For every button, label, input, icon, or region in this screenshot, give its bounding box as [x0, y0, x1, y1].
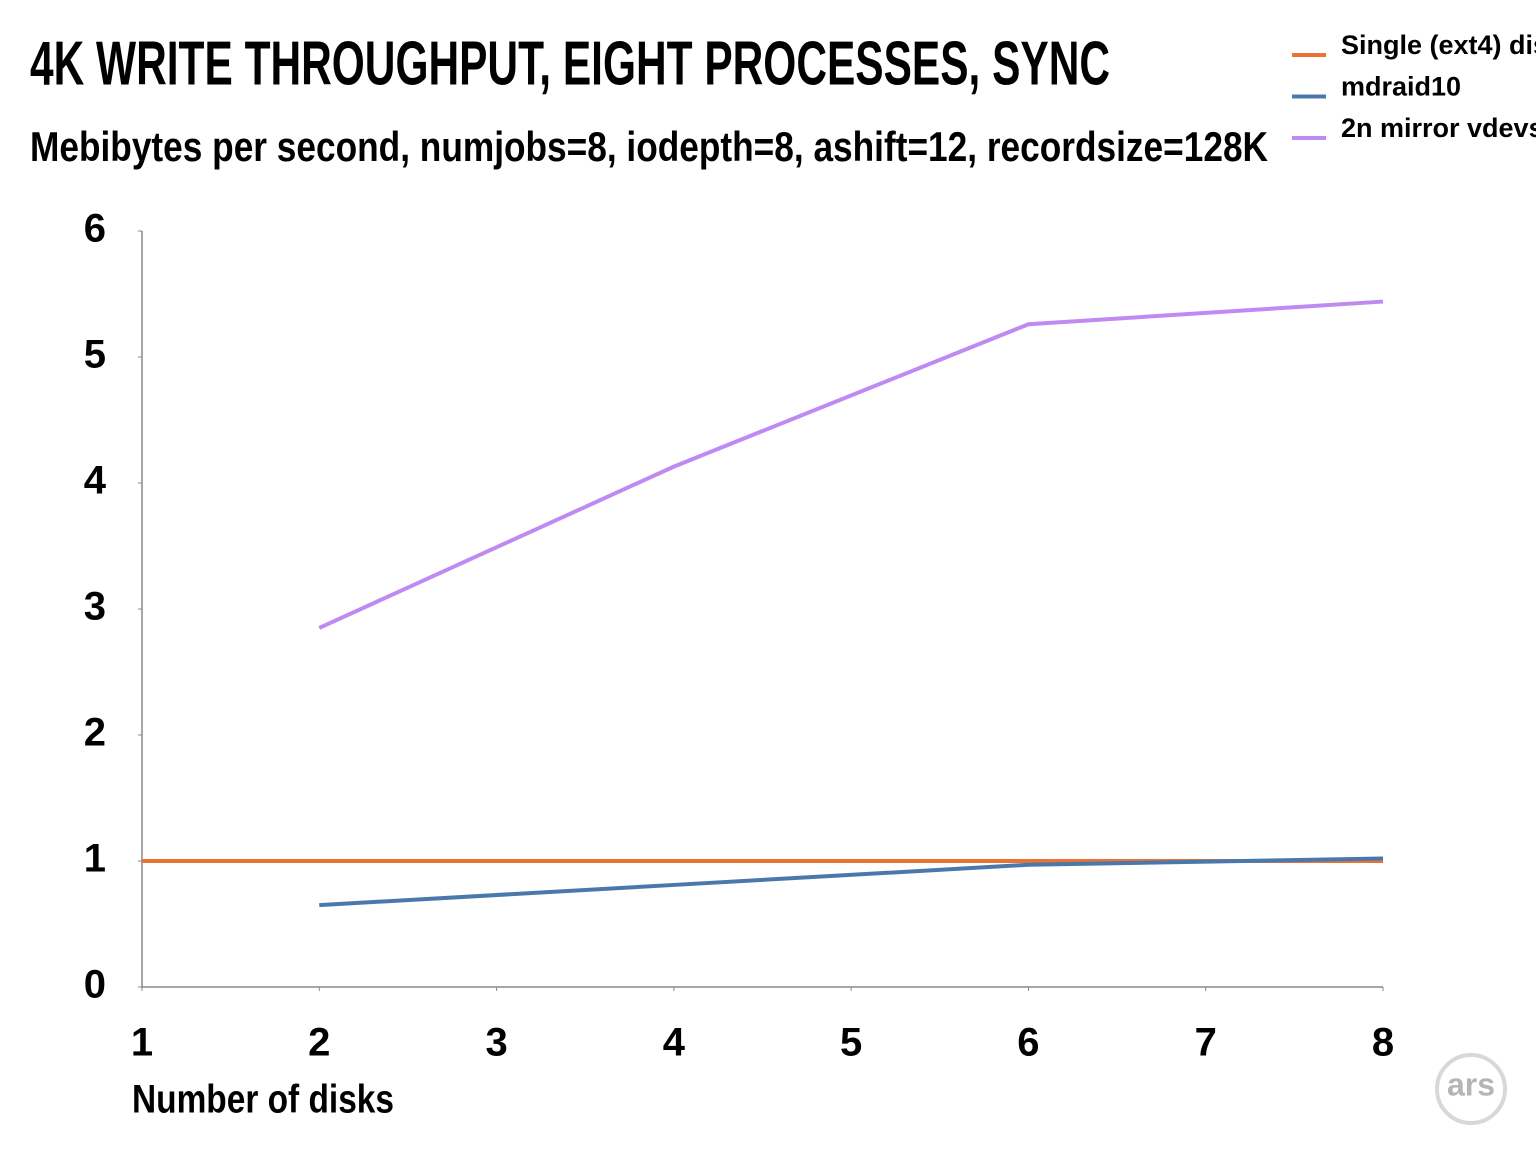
y-tick-label: 4 [84, 459, 107, 503]
x-tick-label: 3 [485, 1021, 507, 1065]
x-tick-label: 1 [131, 1021, 153, 1065]
x-tick-label: 6 [1017, 1021, 1039, 1065]
y-tick-label: 2 [84, 711, 106, 755]
chart-title: 4K WRITE THROUGHPUT, EIGHT PROCESSES, SY… [30, 29, 1110, 98]
logo-circle [1435, 1053, 1507, 1125]
y-tick-label: 0 [84, 963, 106, 1007]
chart-subtitle: Mebibytes per second, numjobs=8, iodepth… [30, 123, 1268, 170]
series-line [319, 856, 1384, 908]
y-tick-label: 5 [84, 333, 106, 377]
x-tick-label: 7 [1195, 1021, 1217, 1065]
x-tick-label: 2 [308, 1021, 330, 1065]
logo: ars [1447, 1066, 1495, 1102]
series-line [318, 299, 1384, 630]
legend-label: 2n mirror vdevs [1341, 113, 1536, 143]
y-tick-label: 1 [84, 837, 106, 881]
y-tick-label: 3 [84, 585, 106, 629]
x-tick-label: 5 [840, 1021, 862, 1065]
x-tick-label: 4 [663, 1021, 686, 1065]
x-tick-label: 8 [1372, 1021, 1394, 1065]
y-tick-label: 6 [84, 207, 106, 251]
legend-label: mdraid10 [1341, 72, 1461, 102]
x-axis-label: Number of disks [132, 1078, 394, 1122]
legend-label: Single (ext4) disk [1341, 30, 1536, 60]
